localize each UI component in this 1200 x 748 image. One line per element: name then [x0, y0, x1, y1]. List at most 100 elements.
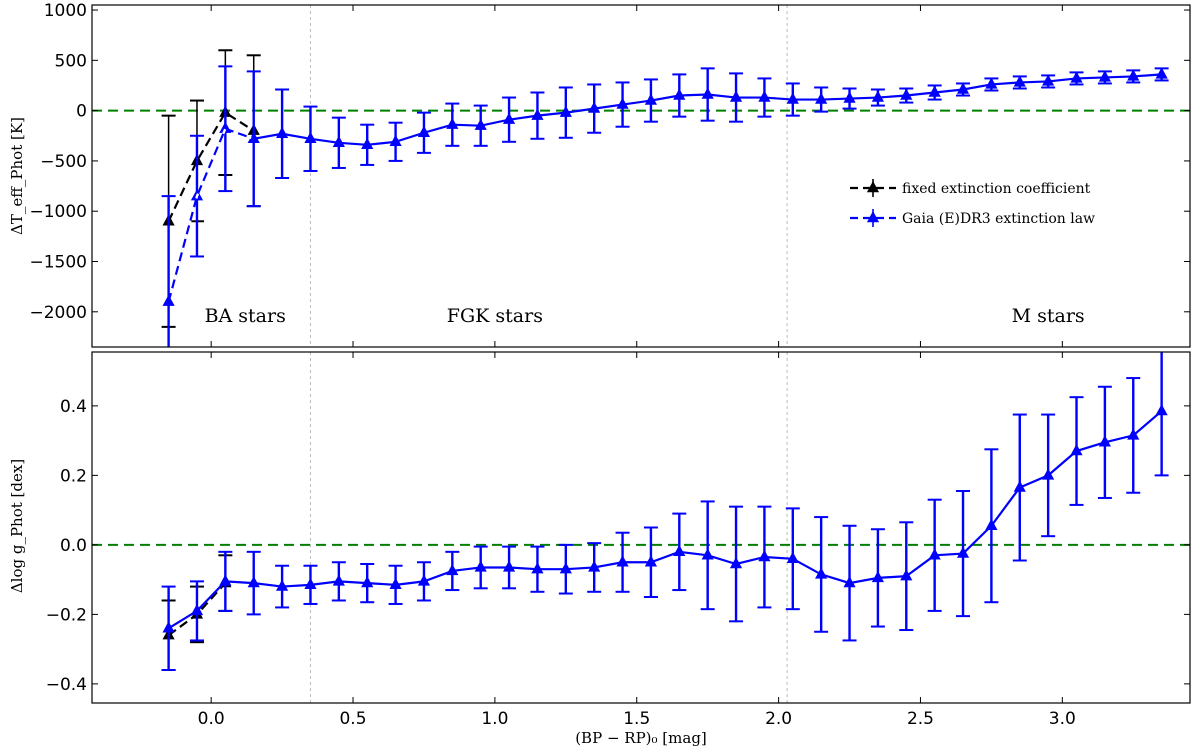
xtick-label: 0.0	[198, 709, 225, 729]
ytick-label: −500	[40, 152, 87, 172]
bottom-ylabel-text: Δlog g_Phot [dex]	[8, 459, 26, 593]
gaia-law-point	[956, 546, 970, 558]
gaia-law-point	[219, 574, 232, 586]
top-panel: 1000 500 0 −500 −1000 −1500 −2000 BA stars FGK s…	[29, 1, 1191, 348]
gaia-law-point	[1155, 67, 1168, 79]
gaia-law-point	[616, 555, 629, 567]
xtick-label: 3.0	[1049, 709, 1076, 729]
gaia-law-point	[559, 105, 572, 117]
gaia-law-point	[559, 562, 572, 574]
top-ylabel: ΔT_eff_Phot [K]	[8, 117, 26, 235]
gaia-law-point	[389, 577, 402, 590]
gaia-law-point	[1070, 444, 1083, 456]
gaia-law-point	[616, 97, 629, 109]
gaia-law-series-line	[167, 73, 1162, 303]
ytick-label: 500	[55, 51, 87, 71]
bottom-ylabel: Δlog g_Phot [dex]	[8, 459, 26, 593]
gaia-law-point	[871, 90, 884, 102]
gaia-law-point	[758, 90, 771, 102]
gaia-law-point	[1127, 69, 1140, 81]
ytick-label: −2000	[29, 303, 87, 323]
ytick-label: 0.4	[60, 397, 87, 417]
gaia-law-point	[928, 548, 941, 560]
xlabel: (BP − RP)₀ [mag]	[575, 729, 707, 747]
gaia-law-point	[1098, 435, 1111, 447]
legend: fixed extinction coefficient Gaia (E)DR3 …	[850, 179, 1095, 227]
plot-frame	[91, 4, 1191, 348]
gaia-law-point	[247, 576, 260, 588]
gaia-law-point	[843, 91, 856, 103]
gaia-law-point	[332, 574, 345, 586]
gaia-law-point	[446, 117, 459, 129]
gaia-law-point	[162, 294, 175, 306]
gaia-law-point	[588, 560, 601, 572]
gaia-law-point	[644, 93, 658, 105]
legend-marker	[866, 211, 880, 223]
gaia-law-point	[1013, 480, 1026, 492]
gaia-law-point	[332, 135, 345, 148]
gaia-law-point	[729, 556, 743, 569]
gaia-law-point	[871, 570, 884, 583]
gaia-law-point	[276, 126, 289, 138]
gaia-law-point	[304, 577, 317, 590]
gaia-law-point	[190, 603, 204, 616]
gaia-law-point	[815, 92, 828, 104]
ytick-label: −0.4	[46, 675, 87, 695]
xtick-label: 2.0	[765, 709, 792, 729]
gaia-law-point	[361, 576, 374, 588]
gaia-law-point	[474, 118, 487, 130]
gaia-law-point	[701, 548, 714, 560]
gaia-law-point	[389, 134, 402, 146]
plot-area	[161, 352, 1169, 671]
gaia-law-series-line	[168, 410, 1163, 630]
gaia-law-point	[588, 101, 601, 113]
gaia-law-point	[843, 576, 856, 588]
gaia-law-point	[474, 560, 487, 572]
gaia-law-dash-overlay	[167, 127, 255, 303]
xtick-label: 2.5	[907, 709, 934, 729]
gaia-law-point	[758, 550, 771, 562]
gaia-law-point	[673, 88, 686, 100]
gaia-law-point	[1070, 71, 1083, 83]
gaia-law-point	[304, 131, 317, 143]
gaia-law-point	[1042, 74, 1055, 86]
gaia-law-point	[502, 560, 516, 572]
gaia-law-point	[247, 131, 260, 143]
bottom-panel: 0.4 0.2 0.0 −0.2 −0.4 0.0 0.5 1.0 1.5 2.0 2.5 3.0	[46, 351, 1191, 729]
gaia-law-point	[786, 551, 799, 563]
fixed-coefficient-series-line	[167, 111, 255, 222]
region-label: M stars	[1012, 305, 1085, 327]
gaia-law-point	[985, 77, 998, 89]
plot-frame	[91, 351, 1191, 704]
ytick-label: −0.2	[46, 605, 87, 625]
gaia-law-point	[502, 112, 516, 124]
legend-marker	[866, 181, 880, 193]
gaia-law-point	[815, 567, 828, 579]
gaia-law-point	[446, 563, 459, 576]
legend-label: Gaia (E)DR3 extinction law	[902, 211, 1095, 227]
region-label: BA stars	[205, 305, 286, 327]
gaia-law-point	[531, 108, 544, 120]
gaia-law-point	[276, 579, 289, 591]
xtick-label: 1.0	[481, 709, 508, 729]
legend-label: fixed extinction coefficient	[902, 181, 1091, 197]
gaia-law-point	[1127, 428, 1140, 440]
ytick-label: −1000	[29, 202, 87, 222]
gaia-law-point	[985, 518, 998, 530]
gaia-law-point	[956, 82, 970, 94]
gaia-law-point	[531, 562, 544, 574]
gaia-law-point	[1013, 75, 1026, 87]
gaia-law-point	[928, 85, 941, 97]
gaia-law-point	[219, 121, 232, 133]
gaia-law-point	[1155, 404, 1168, 416]
ytick-label: 0.2	[60, 466, 87, 486]
region-label: FGK stars	[447, 305, 543, 327]
xtick-label: 0.5	[339, 709, 366, 729]
gaia-law-point	[1098, 70, 1111, 82]
gaia-law-point	[786, 92, 799, 104]
gaia-law-point	[729, 90, 743, 102]
gaia-law-point	[900, 569, 913, 581]
gaia-law-point	[644, 555, 658, 567]
top-ylabel-text: ΔT_eff_Phot [K]	[8, 117, 26, 235]
